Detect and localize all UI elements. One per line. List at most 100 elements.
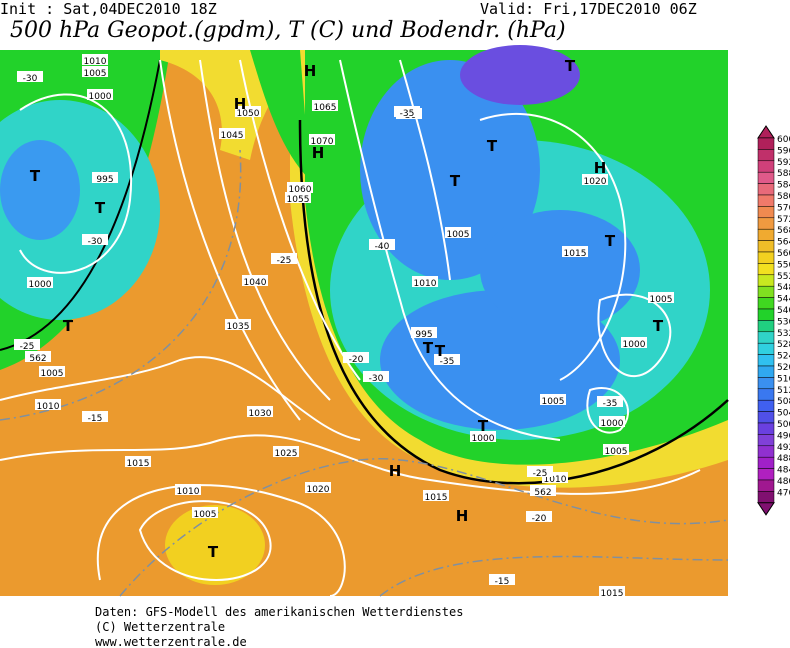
region bbox=[0, 140, 80, 240]
colorbar-swatch bbox=[757, 149, 775, 162]
pressure-center: T bbox=[605, 232, 616, 250]
colorbar-swatch bbox=[757, 422, 775, 435]
label-box bbox=[363, 371, 389, 382]
label-box bbox=[92, 172, 118, 183]
label-box bbox=[527, 466, 553, 477]
label-box bbox=[27, 277, 53, 288]
contour-label: 1010 bbox=[177, 487, 200, 497]
label-box bbox=[526, 511, 552, 522]
label-box bbox=[82, 234, 108, 245]
contour-label: 1060 bbox=[289, 185, 312, 195]
region bbox=[460, 45, 580, 105]
pressure-center: H bbox=[312, 144, 325, 162]
label-box bbox=[309, 134, 335, 145]
pressure-center: T bbox=[30, 167, 41, 185]
contour-label: 1035 bbox=[227, 322, 250, 332]
contour-label: -15 bbox=[88, 414, 103, 424]
colorbar-swatch bbox=[757, 456, 775, 469]
contour-label: 1000 bbox=[472, 434, 495, 444]
pressure-center: H bbox=[389, 462, 402, 480]
label-box bbox=[542, 472, 568, 483]
init-time: Init : Sat,04DEC2010 18Z bbox=[0, 0, 217, 18]
label-box bbox=[621, 337, 647, 348]
colorbar-label: 576 bbox=[777, 203, 790, 213]
colorbar-swatch bbox=[757, 171, 775, 184]
pressure-center: T bbox=[565, 57, 576, 75]
colorbar-swatch bbox=[757, 308, 775, 321]
contour-label: -35 bbox=[400, 109, 415, 119]
label-box bbox=[434, 354, 460, 365]
contour-label: 1005 bbox=[605, 447, 628, 457]
label-box bbox=[242, 275, 268, 286]
colorbar-swatch bbox=[757, 491, 775, 504]
colorbar-swatch bbox=[757, 365, 775, 378]
contour-label: 1015 bbox=[564, 249, 587, 259]
colorbar-label: 560 bbox=[777, 249, 790, 259]
colorbar-label: 516 bbox=[777, 374, 790, 384]
footer-url: www.wetterzentrale.de bbox=[95, 635, 247, 648]
colorbar-label: 600 bbox=[777, 135, 790, 145]
colorbar-swatch bbox=[757, 217, 775, 230]
label-box bbox=[219, 128, 245, 139]
colorbar-label: 540 bbox=[777, 306, 790, 316]
colorbar-label: 484 bbox=[777, 466, 790, 476]
contour-label: 1065 bbox=[314, 103, 337, 113]
label-box bbox=[423, 490, 449, 501]
contour-label: 1055 bbox=[287, 195, 310, 205]
colorbar-label: 528 bbox=[777, 340, 790, 350]
colorbar-swatch bbox=[757, 411, 775, 424]
contour-label: 1005 bbox=[542, 397, 565, 407]
colorbar-swatch bbox=[757, 137, 775, 150]
colorbar-label: 488 bbox=[777, 454, 790, 464]
colorbar-swatch bbox=[757, 274, 775, 287]
contour-label: 995 bbox=[415, 330, 432, 340]
colorbar-swatch bbox=[757, 285, 775, 298]
colorbar-label: 564 bbox=[777, 238, 790, 248]
colorbar-label: 524 bbox=[777, 352, 790, 362]
contour-label: 1010 bbox=[544, 475, 567, 485]
label-box bbox=[599, 586, 625, 597]
label-box bbox=[305, 482, 331, 493]
contour-label: 1000 bbox=[89, 92, 112, 102]
colorbar-swatch bbox=[757, 263, 775, 276]
map-title: 500 hPa Geopot.(gpdm), T (C) und Bodendr… bbox=[10, 18, 566, 43]
colorbar-label: 588 bbox=[777, 169, 790, 179]
label-box bbox=[14, 339, 40, 350]
colorbar-swatch bbox=[757, 206, 775, 219]
pressure-center: T bbox=[208, 543, 219, 561]
pressure-center: H bbox=[234, 95, 247, 113]
contour-label: 562 bbox=[29, 354, 46, 364]
colorbar-swatch bbox=[757, 320, 775, 333]
label-box bbox=[271, 253, 297, 264]
contour-label: 1005 bbox=[41, 369, 64, 379]
pressure-center: H bbox=[594, 159, 607, 177]
isotherms bbox=[0, 149, 729, 597]
label-box bbox=[369, 239, 395, 250]
colorbar-label: 476 bbox=[777, 488, 790, 498]
label-box bbox=[343, 352, 369, 363]
colorbar-label: 496 bbox=[777, 431, 790, 441]
colorbar-swatch bbox=[757, 445, 775, 458]
label-box bbox=[287, 182, 313, 193]
footer-source: Daten: GFS-Modell des amerikanischen Wet… bbox=[95, 605, 464, 619]
contour-label: -25 bbox=[277, 256, 292, 266]
valid-time: Valid: Fri,17DEC2010 06Z bbox=[480, 0, 697, 18]
contour-label: 1015 bbox=[601, 589, 624, 599]
contour-label: 1015 bbox=[425, 493, 448, 503]
colorbar-label: 512 bbox=[777, 386, 790, 396]
colorbar-label: 568 bbox=[777, 226, 790, 236]
label-box bbox=[235, 106, 261, 117]
label-box bbox=[225, 319, 251, 330]
label-box bbox=[540, 394, 566, 405]
label-box bbox=[530, 485, 556, 496]
contour-label: -25 bbox=[20, 342, 35, 352]
label-box bbox=[562, 246, 588, 257]
colorbar-swatch bbox=[757, 251, 775, 264]
colorbar-swatch bbox=[757, 388, 775, 401]
colorbar-swatch bbox=[757, 240, 775, 253]
label-box bbox=[17, 71, 43, 82]
colorbar-swatch bbox=[757, 160, 775, 173]
contour-label: 562 bbox=[534, 488, 551, 498]
contour-label: 1005 bbox=[84, 69, 107, 79]
